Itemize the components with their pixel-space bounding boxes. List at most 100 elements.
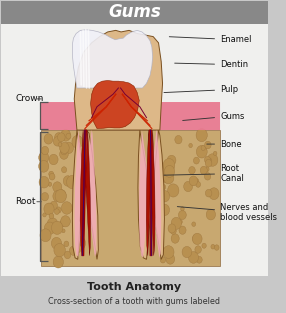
Circle shape <box>211 244 215 249</box>
Text: Bone: Bone <box>207 140 242 149</box>
Circle shape <box>61 130 71 141</box>
Circle shape <box>54 244 65 257</box>
Circle shape <box>58 142 62 147</box>
Circle shape <box>188 252 198 263</box>
Circle shape <box>55 189 66 203</box>
Polygon shape <box>91 80 139 129</box>
Text: Tooth Anatomy: Tooth Anatomy <box>88 282 182 292</box>
Circle shape <box>51 237 61 249</box>
Circle shape <box>55 133 63 142</box>
Circle shape <box>61 147 67 155</box>
Circle shape <box>168 224 176 233</box>
Circle shape <box>170 227 176 234</box>
Circle shape <box>204 156 210 163</box>
Circle shape <box>49 173 55 180</box>
Polygon shape <box>74 30 162 130</box>
Circle shape <box>39 160 49 172</box>
Circle shape <box>160 204 170 216</box>
Circle shape <box>49 154 58 165</box>
Polygon shape <box>72 30 153 88</box>
Circle shape <box>66 133 71 139</box>
Circle shape <box>214 245 219 250</box>
Polygon shape <box>142 102 220 130</box>
Circle shape <box>44 222 55 234</box>
Circle shape <box>57 133 65 142</box>
Circle shape <box>179 226 186 234</box>
Circle shape <box>192 234 200 243</box>
Polygon shape <box>41 102 94 130</box>
FancyBboxPatch shape <box>1 1 268 24</box>
Circle shape <box>189 167 195 174</box>
Circle shape <box>175 136 182 144</box>
Circle shape <box>56 207 61 213</box>
Circle shape <box>78 189 83 195</box>
Circle shape <box>64 251 71 259</box>
Circle shape <box>59 149 68 159</box>
Circle shape <box>213 151 217 156</box>
Circle shape <box>208 158 212 163</box>
Text: Nerves and
blood vessels: Nerves and blood vessels <box>177 203 277 222</box>
Circle shape <box>193 157 199 164</box>
Circle shape <box>48 182 52 186</box>
Circle shape <box>206 209 216 220</box>
Text: Dentin: Dentin <box>175 60 248 69</box>
Circle shape <box>189 176 198 186</box>
Circle shape <box>55 189 66 202</box>
Circle shape <box>168 184 179 197</box>
Circle shape <box>200 166 207 174</box>
Text: Gums: Gums <box>108 3 161 21</box>
Circle shape <box>205 167 209 172</box>
Circle shape <box>171 217 182 229</box>
Circle shape <box>63 176 72 186</box>
FancyBboxPatch shape <box>1 24 268 276</box>
Polygon shape <box>139 130 161 258</box>
Polygon shape <box>138 130 164 259</box>
Circle shape <box>160 191 170 202</box>
Circle shape <box>196 145 207 158</box>
Circle shape <box>39 152 49 163</box>
Circle shape <box>162 164 172 175</box>
Circle shape <box>164 172 174 184</box>
Circle shape <box>205 159 212 167</box>
Circle shape <box>196 129 207 142</box>
Circle shape <box>64 142 74 154</box>
Circle shape <box>202 147 207 152</box>
Circle shape <box>39 176 49 188</box>
Circle shape <box>178 210 186 219</box>
Circle shape <box>53 182 62 192</box>
Circle shape <box>75 176 83 185</box>
Circle shape <box>47 203 52 209</box>
Circle shape <box>69 246 77 255</box>
Circle shape <box>189 143 192 148</box>
Circle shape <box>196 182 200 187</box>
Circle shape <box>178 219 182 224</box>
Circle shape <box>163 158 175 172</box>
Circle shape <box>171 234 179 243</box>
Circle shape <box>167 155 176 166</box>
Circle shape <box>162 173 171 183</box>
Circle shape <box>202 243 206 248</box>
Circle shape <box>205 189 212 197</box>
Circle shape <box>72 136 83 148</box>
Text: Gums: Gums <box>183 111 245 121</box>
Circle shape <box>161 184 166 190</box>
Polygon shape <box>80 130 91 256</box>
Circle shape <box>44 134 53 144</box>
Circle shape <box>43 213 46 217</box>
Circle shape <box>194 178 199 184</box>
Polygon shape <box>75 130 96 257</box>
Circle shape <box>61 202 72 214</box>
Circle shape <box>204 173 211 180</box>
Circle shape <box>74 237 86 250</box>
Circle shape <box>64 241 69 247</box>
Polygon shape <box>72 130 98 259</box>
Circle shape <box>160 257 166 263</box>
Circle shape <box>76 175 81 180</box>
Text: Cross-section of a tooth with gums labeled: Cross-section of a tooth with gums label… <box>48 297 221 306</box>
Circle shape <box>62 229 65 233</box>
Circle shape <box>201 146 205 151</box>
Circle shape <box>192 233 202 244</box>
Circle shape <box>53 256 63 268</box>
Circle shape <box>204 141 211 149</box>
Circle shape <box>50 201 57 210</box>
